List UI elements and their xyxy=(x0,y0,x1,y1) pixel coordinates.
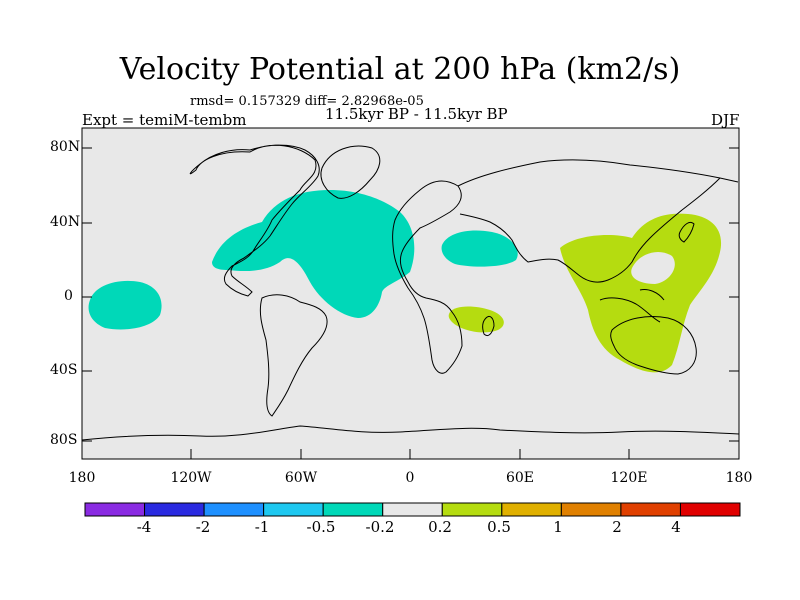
north-africa-anomaly xyxy=(441,230,518,267)
colorbar-label: -2 xyxy=(195,518,211,536)
colorbar-box xyxy=(263,502,324,517)
positive-anomaly-regions xyxy=(448,213,722,373)
europe-africa-coast xyxy=(392,180,463,374)
eurasia-coast xyxy=(457,159,739,283)
stats-line: rmsd= 0.157329 diff= 2.82968e-05 xyxy=(190,94,424,109)
japan-coast xyxy=(678,221,695,243)
lon-label-120w: 120W xyxy=(170,470,212,486)
colorbar-box xyxy=(560,502,622,517)
central-pacific-anomaly xyxy=(88,280,162,330)
coastlines xyxy=(81,144,740,441)
madagascar-coast xyxy=(482,315,495,337)
negative-anomaly-regions xyxy=(88,190,518,330)
experiment-label: Expt = temiM-tembm xyxy=(82,111,247,129)
colorbar-box xyxy=(441,502,503,517)
lat-label-80s: 80S xyxy=(50,432,78,448)
australia-coast xyxy=(610,316,697,375)
lon-label-180w: 180 xyxy=(68,470,96,486)
lon-label-180e: 180 xyxy=(725,470,753,486)
colorbar-label: 4 xyxy=(671,518,681,536)
north-atlantic-anomaly xyxy=(212,190,415,318)
lon-label-0: 0 xyxy=(405,470,415,486)
antarctica-coast xyxy=(81,425,740,441)
axis-ticks xyxy=(81,147,740,459)
colorbar-box xyxy=(620,502,681,517)
colorbar-box xyxy=(322,502,384,517)
lat-label-80n: 80N xyxy=(50,139,81,155)
colorbar-label: 2 xyxy=(612,518,622,536)
colorbar-box xyxy=(84,502,146,517)
lon-label-60e: 60E xyxy=(505,470,535,486)
colorbar-label: -0.5 xyxy=(306,518,336,536)
colorbar-label: 0.2 xyxy=(428,518,452,536)
lat-label-40n: 40N xyxy=(50,214,81,230)
east-africa-anomaly xyxy=(448,306,504,333)
greenland-coast xyxy=(320,145,381,199)
colorbar-label: -1 xyxy=(254,518,270,536)
colorbar xyxy=(84,502,741,517)
colorbar-box xyxy=(203,502,265,517)
south-america-coast xyxy=(259,294,328,417)
lon-label-60w: 60W xyxy=(284,470,318,486)
colorbar-label: 1 xyxy=(553,518,563,536)
season-label: DJF xyxy=(711,111,740,129)
lat-label-40s: 40S xyxy=(50,362,78,378)
period-label: 11.5kyr BP - 11.5kyr BP xyxy=(325,105,508,123)
maritime-continent-coast xyxy=(599,289,665,323)
lon-label-120e: 120E xyxy=(610,470,648,486)
map-title: Velocity Potential at 200 hPa (km2/s) xyxy=(119,52,681,87)
colorbar-box xyxy=(679,502,741,517)
colorbar-label: -4 xyxy=(136,518,152,536)
indo-pacific-anomaly xyxy=(560,213,722,373)
colorbar-label: -0.2 xyxy=(365,518,395,536)
colorbar-box xyxy=(382,502,443,517)
colorbar-box xyxy=(144,502,205,517)
colorbar-label: 0.5 xyxy=(487,518,511,536)
north-america-coast xyxy=(189,144,320,297)
lat-label-0: 0 xyxy=(64,288,73,304)
colorbar-box xyxy=(501,502,562,517)
